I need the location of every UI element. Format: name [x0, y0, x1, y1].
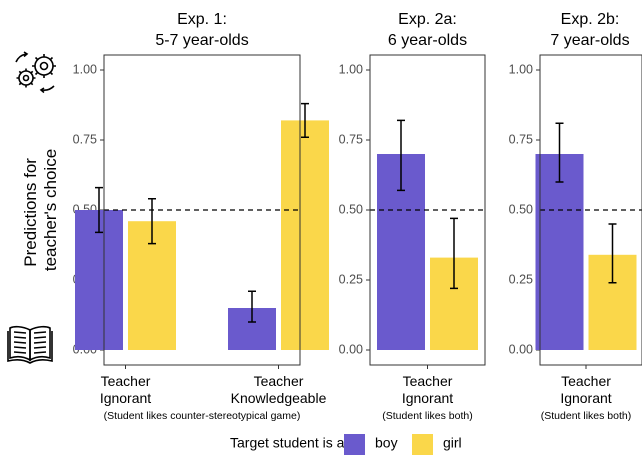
- error-bar-boy: [95, 186, 103, 234]
- error-bar-boy: [397, 119, 405, 192]
- x-tick-label: Teacher: [403, 373, 453, 389]
- legend-title: Target student is a:: [230, 435, 348, 451]
- y-tick-label: 0.00: [509, 342, 533, 356]
- bar-girl: [281, 120, 329, 351]
- y-tick-label: 1.00: [339, 62, 363, 76]
- x-tick-label: Ignorant: [402, 390, 453, 406]
- x-tick-label: Ignorant: [100, 390, 151, 406]
- y-tick-label: 1.00: [73, 62, 97, 76]
- y-tick-label: 0.50: [509, 202, 533, 216]
- category-note: (Student likes counter-stereotypical gam…: [104, 410, 301, 422]
- x-tick-label: Ignorant: [560, 390, 611, 406]
- panels: Exp. 1: 5-7 year-olds 0.00 0.25 0.50 0.75 1.00…: [73, 11, 642, 422]
- legend: Target student is a: boy girl: [230, 434, 462, 455]
- legend-label-girl: girl: [443, 435, 462, 451]
- panel-title-line-2: 7 year-olds: [550, 32, 629, 49]
- error-bar-girl: [148, 198, 156, 245]
- error-bar-girl: [450, 217, 458, 290]
- y-tick-label: 0.50: [339, 202, 363, 216]
- panel-frame: [103, 54, 301, 366]
- panel-2: Exp. 2a: 6 year-olds 0.00 0.25 0.50 0.75 1.00 T…: [339, 11, 486, 422]
- panel-title-line-1: Exp. 2a:: [398, 11, 457, 28]
- panel-title-line-1: Exp. 1:: [177, 11, 227, 28]
- x-tick-label: Knowledgeable: [231, 390, 327, 406]
- bar-boy: [535, 154, 584, 350]
- y-tick-label: 0.25: [509, 272, 533, 286]
- y-axis-label: Predictions for teacher's choice: [21, 149, 60, 271]
- category-note: (Student likes both): [382, 410, 472, 422]
- legend-swatch-girl: [412, 434, 433, 455]
- y-tick-label: 0.75: [339, 132, 363, 146]
- y-tick-label: 0.25: [339, 272, 363, 286]
- y-axis-label-line-2: teacher's choice: [41, 149, 60, 271]
- panel-title-line-2: 6 year-olds: [388, 32, 467, 49]
- y-tick-label: 1.00: [509, 62, 533, 76]
- panel-1: Exp. 1:5-7 year-olds0.000.250.500.751.00…: [73, 11, 329, 422]
- panel-frame: [369, 54, 486, 366]
- x-tick-label: Teacher: [254, 373, 304, 389]
- panel-title-line-2: 5-7 year-olds: [155, 32, 248, 49]
- x-tick-label: Teacher: [561, 373, 611, 389]
- legend-swatch-boy: [344, 434, 365, 455]
- gears-icon: [15, 51, 56, 94]
- panel-frame: [539, 54, 642, 366]
- legend-label-boy: boy: [375, 435, 398, 451]
- bar-boy: [75, 210, 123, 350]
- y-axis-label-line-1: Predictions for: [21, 158, 40, 267]
- y-tick-label: 0.75: [73, 132, 97, 146]
- error-bar-boy: [555, 122, 564, 183]
- panel-3: Exp. 2b: 7 year-olds 0.00 0.25 0.50 0.75 1.00 T…: [509, 11, 642, 422]
- x-tick-label: Teacher: [101, 373, 151, 389]
- panel-title-line-1: Exp. 2b:: [561, 11, 620, 28]
- error-bar-boy: [248, 290, 256, 323]
- error-bar-girl: [608, 223, 617, 284]
- open-book-icon: [7, 325, 53, 364]
- category-note: (Student likes both): [541, 410, 631, 422]
- y-tick-label: 0.75: [509, 132, 533, 146]
- error-bar-girl: [301, 102, 309, 138]
- y-tick-label: 0.00: [339, 342, 363, 356]
